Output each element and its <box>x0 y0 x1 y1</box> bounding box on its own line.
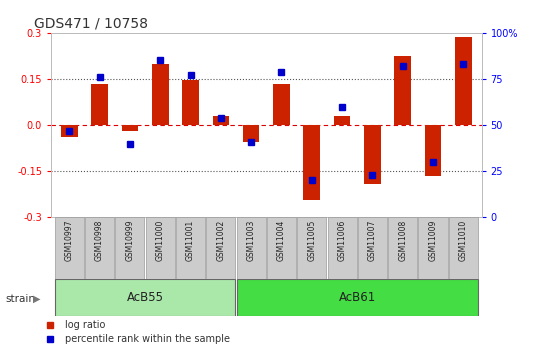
Text: GSM11004: GSM11004 <box>277 220 286 261</box>
Bar <box>297 217 327 279</box>
Bar <box>394 56 411 125</box>
Bar <box>213 116 229 125</box>
Bar <box>61 125 77 137</box>
Text: GSM11001: GSM11001 <box>186 220 195 261</box>
Text: GSM11006: GSM11006 <box>337 220 346 261</box>
Bar <box>91 83 108 125</box>
Bar <box>273 83 290 125</box>
Text: AcB61: AcB61 <box>338 291 376 304</box>
Text: GSM10997: GSM10997 <box>65 220 74 261</box>
Bar <box>358 217 387 279</box>
Text: GSM11000: GSM11000 <box>155 220 165 261</box>
Bar <box>206 217 236 279</box>
Bar <box>55 217 84 279</box>
Bar <box>237 217 266 279</box>
Text: GSM11007: GSM11007 <box>368 220 377 261</box>
Text: percentile rank within the sample: percentile rank within the sample <box>65 334 230 344</box>
Text: strain: strain <box>5 294 36 304</box>
Bar <box>424 125 441 176</box>
Bar <box>55 279 236 316</box>
Bar <box>303 125 320 200</box>
Text: ▶: ▶ <box>33 294 40 304</box>
Bar <box>237 279 478 316</box>
Text: GSM11005: GSM11005 <box>307 220 316 261</box>
Text: GSM10998: GSM10998 <box>95 220 104 261</box>
Bar <box>176 217 205 279</box>
Bar <box>419 217 448 279</box>
Text: log ratio: log ratio <box>65 319 105 329</box>
Text: GSM11003: GSM11003 <box>246 220 256 261</box>
Text: GSM11009: GSM11009 <box>428 220 437 261</box>
Bar <box>388 217 417 279</box>
Bar <box>122 125 138 131</box>
Bar <box>243 125 259 142</box>
Text: GDS471 / 10758: GDS471 / 10758 <box>34 16 148 30</box>
Bar <box>146 217 175 279</box>
Bar <box>152 63 168 125</box>
Bar <box>455 37 472 125</box>
Bar <box>334 116 350 125</box>
Bar <box>449 217 478 279</box>
Text: AcB55: AcB55 <box>126 291 164 304</box>
Text: GSM10999: GSM10999 <box>125 220 134 261</box>
Text: GSM11008: GSM11008 <box>398 220 407 261</box>
Text: GSM11010: GSM11010 <box>459 220 468 261</box>
Bar <box>115 217 145 279</box>
Bar <box>364 125 381 184</box>
Bar <box>328 217 357 279</box>
Bar <box>267 217 296 279</box>
Text: GSM11002: GSM11002 <box>216 220 225 261</box>
Bar <box>182 80 199 125</box>
Bar <box>85 217 114 279</box>
